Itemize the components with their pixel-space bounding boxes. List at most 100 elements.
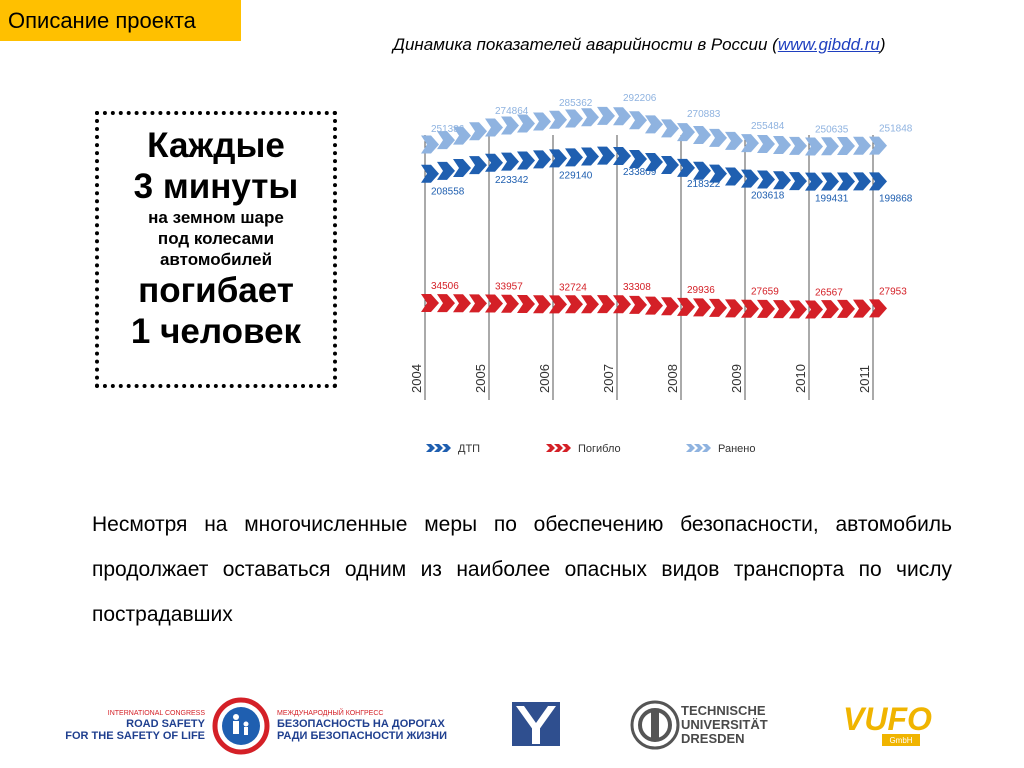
series-chevron-Ранено — [693, 125, 711, 144]
series-chevron-Погибло — [789, 300, 807, 319]
congress-emblem-adult-head — [233, 714, 239, 720]
data-label-ДТП: 223342 — [495, 175, 529, 186]
series-chevron-Погибло — [805, 300, 823, 319]
data-label-Погибло: 32724 — [559, 282, 587, 293]
series-chevron-Погибло — [453, 294, 471, 313]
series-chevron-ДТП — [837, 172, 855, 191]
data-label-Погибло: 34506 — [431, 281, 459, 292]
series-chevron-ДТП — [613, 146, 631, 165]
series-chevron-ДТП — [581, 147, 599, 166]
vufo-sub-bar — [882, 734, 920, 746]
data-label-Ранено: 270883 — [687, 109, 721, 120]
congress-en-line1: INTERNATIONAL CONGRESS — [108, 710, 206, 717]
series-chevron-Ранено — [789, 136, 807, 155]
series-chevron-Погибло — [501, 294, 519, 313]
series-chevron-Ранено — [645, 115, 663, 134]
source-link[interactable]: www.gibdd.ru — [777, 35, 880, 54]
tu-line1: TECHNISCHE — [681, 703, 766, 718]
series-chevron-Ранено — [821, 137, 839, 156]
series-chevron-Ранено — [837, 136, 855, 155]
series-chevron-ДТП — [661, 155, 679, 174]
series-chevron-Погибло — [821, 300, 839, 319]
series-chevron-ДТП — [437, 161, 455, 180]
series-chevron-ДТП — [597, 146, 615, 165]
series-chevron-ДТП — [869, 172, 887, 191]
series-chevron-ДТП — [501, 152, 519, 171]
series-chevron-Ранено — [661, 119, 679, 138]
statistic-callout: Каждые 3 минуты на земном шаре под колес… — [95, 111, 337, 388]
university-emblem-logo — [512, 702, 560, 746]
series-chevron-Погибло — [421, 294, 439, 313]
series-chevron-Ранено — [549, 110, 567, 129]
data-label-Ранено: 285362 — [559, 98, 593, 109]
series-chevron-Ранено — [741, 134, 759, 153]
tu-seal-bar — [651, 710, 659, 740]
callout-line-globe: на земном шаре — [148, 208, 284, 227]
tu-dresden-logo: TECHNISCHE UNIVERSITÄT DRESDEN — [630, 700, 768, 750]
chart-source-title: Динамика показателей аварийности в Росси… — [393, 35, 886, 55]
series-chevron-ДТП — [517, 151, 535, 170]
series-chevron-ДТП — [709, 164, 727, 183]
data-label-Погибло: 33957 — [495, 281, 523, 292]
accident-dynamics-chart: 251386 274864 285362 292206 270883 255484 2506… — [409, 93, 913, 455]
series-chevron-Ранено — [677, 123, 695, 142]
series-chevron-ДТП — [693, 161, 711, 180]
series-chevron-ДТП — [773, 171, 791, 190]
x-tick-label-2005: 2005 — [473, 364, 488, 393]
x-tick-label-2010: 2010 — [793, 364, 808, 393]
data-label-ДТП: 203618 — [751, 190, 785, 201]
series-chevron-Ранено — [453, 126, 471, 145]
series-chevron-ДТП — [821, 172, 839, 191]
data-label-Ранено: 292206 — [623, 93, 657, 104]
series-chevron-Ранено — [805, 137, 823, 156]
series-chevron-Погибло — [661, 297, 679, 316]
series-chevron-Ранено — [709, 128, 727, 147]
series-chevron-Ранено — [421, 135, 439, 154]
series-chevron-Ранено — [613, 107, 631, 126]
series-chevron-Погибло — [725, 299, 743, 318]
series-chevron-Ранено — [533, 112, 551, 131]
series-chevron-Ранено — [869, 136, 887, 155]
x-tick-label-2006: 2006 — [537, 364, 552, 393]
series-chevron-ДТП — [741, 169, 759, 188]
data-label-Погибло: 27953 — [879, 286, 907, 297]
data-label-Погибло: 27659 — [751, 287, 779, 298]
congress-ru-line3: РАДИ БЕЗОПАСНОСТИ ЖИЗНИ — [277, 730, 447, 742]
legend-swatch-Погибло — [546, 444, 555, 452]
tu-line2: UNIVERSITÄT — [681, 717, 768, 732]
university-emblem-mark — [516, 706, 556, 734]
series-chevron-Погибло — [565, 295, 583, 314]
legend-swatch-Погибло — [562, 444, 571, 452]
congress-en-line3: FOR THE SAFETY OF LIFE — [65, 730, 205, 742]
data-label-Ранено: 251386 — [431, 124, 465, 135]
series-chevron-ДТП — [485, 153, 503, 172]
series-chevron-ДТП — [853, 172, 871, 191]
series-chevron-Погибло — [837, 299, 855, 318]
callout-line-minutes: 3 минуты — [133, 167, 299, 206]
vufo-wordmark: VUFO — [843, 701, 932, 737]
data-label-Погибло: 29936 — [687, 285, 715, 296]
vufo-logo: VUFO GmbH — [843, 701, 932, 746]
series-chevron-Ранено — [773, 135, 791, 154]
x-tick-label-2004: 2004 — [409, 364, 424, 393]
series-chevron-Ранено — [629, 111, 647, 130]
series-chevron-Погибло — [773, 300, 791, 319]
series-chevron-Погибло — [469, 294, 487, 313]
series-chevron-Ранено — [725, 131, 743, 150]
callout-line-dies: погибает — [138, 271, 294, 310]
data-label-ДТП: 208558 — [431, 187, 465, 198]
congress-emblem-adult-body — [233, 721, 239, 734]
data-label-Ранено: 255484 — [751, 121, 785, 132]
series-chevron-Ранено — [437, 131, 455, 150]
congress-emblem-ring — [212, 697, 270, 755]
congress-ru-line1: МЕЖДУНАРОДНЫЙ КОНГРЕСС — [277, 708, 383, 717]
vufo-sub: GmbH — [889, 736, 912, 745]
subtitle-text: Динамика показателей аварийности в Росси… — [393, 35, 768, 54]
data-label-ДТП: 199431 — [815, 194, 849, 205]
series-chevron-Ранено — [517, 114, 535, 133]
series-chevron-ДТП — [469, 156, 487, 175]
congress-emblem-child-head — [243, 721, 249, 727]
subtitle-open: ( — [767, 35, 778, 54]
data-label-ДТП: 218322 — [687, 179, 721, 190]
series-chevron-Погибло — [869, 299, 887, 318]
